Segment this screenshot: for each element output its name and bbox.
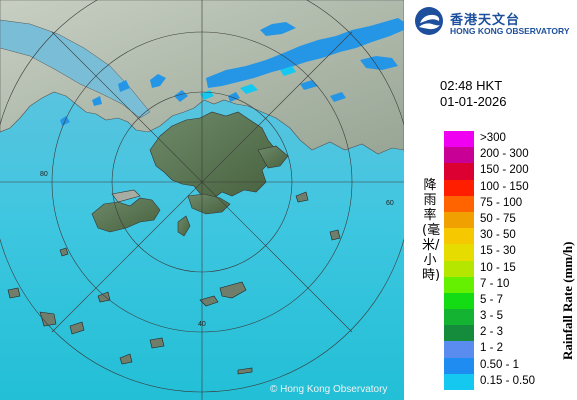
timestamp-time: 02:48 HKT [440, 78, 503, 93]
legend-swatch [444, 179, 474, 196]
legend-swatch [444, 163, 474, 180]
legend-label: 30 - 50 [480, 229, 516, 242]
legend-label: 2 - 3 [480, 326, 504, 339]
legend-label: 0.50 - 1 [480, 358, 519, 371]
legend-label: 7 - 10 [480, 277, 510, 290]
legend-row: 0.50 - 1 [444, 357, 574, 374]
legend-swatch [444, 276, 474, 293]
legend-swatch [444, 244, 474, 261]
legend-swatch [444, 292, 474, 310]
legend-swatch [444, 211, 474, 229]
legend-swatch [444, 260, 474, 277]
org-name-zh: 香港天文台 [450, 13, 521, 28]
timestamp-date: 01-01-2026 [440, 94, 507, 109]
legend-swatch [444, 147, 474, 164]
legend-swatch [444, 325, 474, 342]
legend-swatch [444, 131, 474, 148]
sai-kung-peninsula [257, 145, 289, 169]
hong-kong-landmass [149, 111, 277, 199]
legend-label: 1 - 2 [480, 342, 504, 355]
hko-logo-icon [414, 6, 444, 36]
legend-swatch [444, 309, 474, 326]
legend-swatch [444, 228, 474, 245]
legend-row: 3 - 5 [444, 309, 574, 326]
radar-map[interactable]: 40 60 80 © Hong Kong Observatory [0, 0, 404, 400]
legend-label: 5 - 7 [480, 293, 504, 306]
legend-label: 10 - 15 [480, 261, 516, 274]
legend-label: 100 - 150 [480, 180, 529, 193]
range-label-40: 40 [198, 321, 206, 328]
legend-label: 15 - 30 [480, 245, 516, 258]
lamma-island [177, 215, 191, 237]
legend-title-en: Rainfall Rate (mm/h) [560, 241, 575, 360]
legend-label: >300 [480, 132, 506, 144]
rain-echoes-cyan [200, 66, 296, 100]
legend-label: 150 - 200 [480, 164, 529, 177]
range-label-80: 80 [40, 171, 48, 178]
rainfall-legend: >300 200 - 300 150 - 200 100 - 150 75 - 100 5… [444, 131, 574, 390]
legend-swatch [444, 373, 474, 390]
chek-lap-kok [111, 189, 141, 203]
legend-swatch [444, 195, 474, 212]
range-rings [0, 0, 404, 400]
legend-row: 7 - 10 [444, 276, 574, 293]
estuary [0, 19, 151, 119]
legend-label: 3 - 5 [480, 310, 504, 323]
range-label-60: 60 [386, 200, 394, 207]
legend-title-zh: 降雨率(毫米/小時) [422, 178, 441, 283]
legend-swatch [444, 341, 474, 358]
legend-row: >300 [444, 131, 574, 148]
legend-row: 15 - 30 [444, 244, 574, 261]
copyright-notice: © Hong Kong Observatory [270, 384, 388, 395]
hk-island [187, 193, 231, 215]
legend-panel: 香港天文台 HONG KONG OBSERVATORY 02:48 HKT 01… [404, 0, 577, 400]
legend-row: 200 - 300 [444, 147, 574, 164]
hko-logo: 香港天文台 HONG KONG OBSERVATORY [414, 6, 574, 38]
legend-row: 50 - 75 [444, 211, 574, 229]
legend-row: 5 - 7 [444, 292, 574, 310]
legend-row: 2 - 3 [444, 325, 574, 342]
legend-swatch [444, 357, 474, 374]
legend-label: 50 - 75 [480, 212, 516, 225]
legend-row: 100 - 150 [444, 179, 574, 196]
legend-label: 200 - 300 [480, 148, 529, 161]
legend-label: 0.15 - 0.50 [480, 374, 535, 387]
legend-row: 75 - 100 [444, 195, 574, 212]
org-name-en: HONG KONG OBSERVATORY [450, 26, 570, 36]
southern-islets [7, 191, 341, 375]
legend-label: 75 - 100 [480, 196, 523, 209]
legend-row: 150 - 200 [444, 163, 574, 180]
rain-echoes [60, 18, 404, 126]
legend-row: 30 - 50 [444, 228, 574, 245]
legend-row: 1 - 2 [444, 341, 574, 358]
legend-row: 0.15 - 0.50 [444, 373, 574, 390]
legend-row: 10 - 15 [444, 260, 574, 277]
